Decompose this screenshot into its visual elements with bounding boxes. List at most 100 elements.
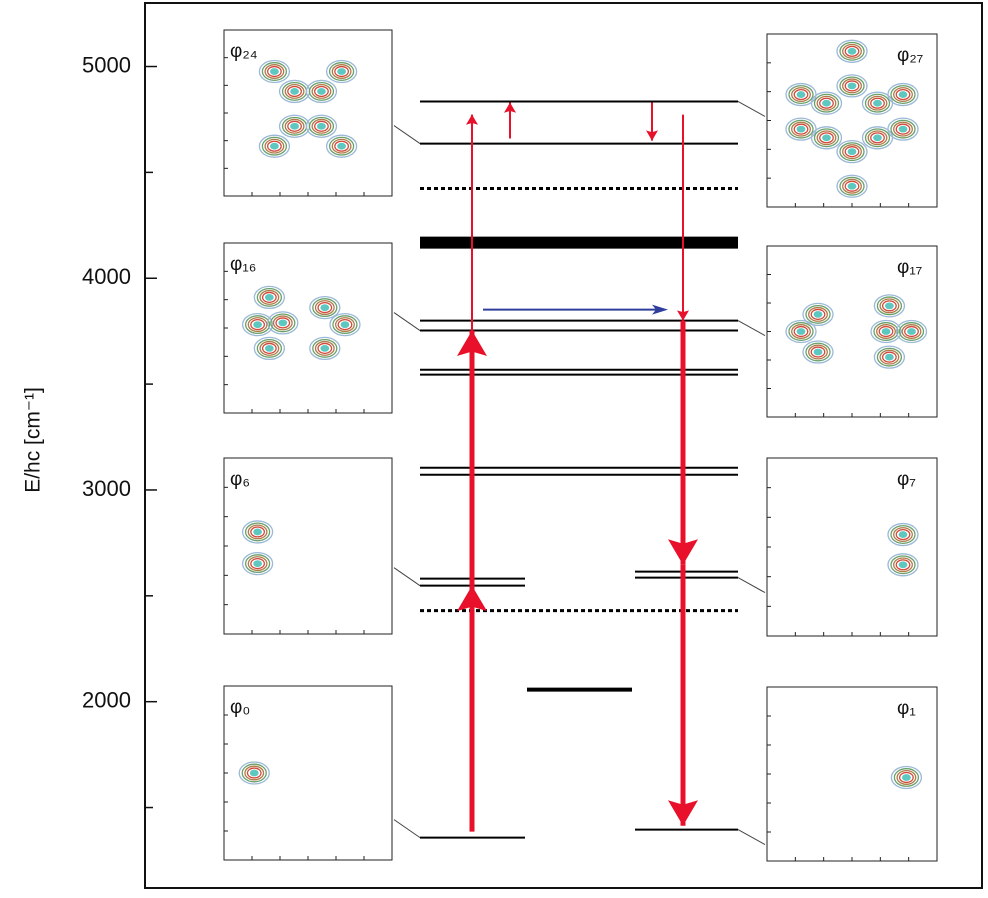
contour <box>898 531 908 538</box>
y-tick-label: 3000 <box>82 476 131 501</box>
contour <box>266 65 282 78</box>
contour <box>253 321 263 329</box>
contour <box>810 346 826 358</box>
arrow-head <box>466 114 478 125</box>
contour <box>847 47 857 55</box>
contour <box>878 325 894 338</box>
contour <box>893 87 913 103</box>
contour <box>822 99 831 107</box>
contour <box>788 322 814 341</box>
contour <box>308 116 335 136</box>
contour <box>791 324 811 339</box>
contour <box>269 68 279 75</box>
contour <box>813 128 840 148</box>
contour <box>836 39 868 63</box>
contour <box>320 344 330 352</box>
contour <box>340 321 350 329</box>
contour <box>839 176 865 196</box>
connector <box>393 312 421 331</box>
contour <box>813 310 823 318</box>
contour <box>805 304 831 324</box>
panel-label: φ₀ <box>230 697 250 718</box>
contour <box>847 82 857 90</box>
contour <box>253 336 286 361</box>
contour <box>247 556 268 572</box>
contour <box>317 88 326 95</box>
contour <box>898 322 925 341</box>
contour <box>287 120 302 132</box>
arrow-head <box>457 585 487 612</box>
contour <box>819 97 834 109</box>
contour <box>879 349 900 365</box>
contour <box>796 125 806 133</box>
contour <box>896 770 917 785</box>
contour <box>861 91 894 115</box>
connector <box>393 819 421 839</box>
arrow-head <box>646 130 658 141</box>
contour <box>332 315 358 335</box>
connector <box>393 567 421 587</box>
contour <box>793 325 809 338</box>
contour <box>331 64 352 79</box>
contour <box>895 528 911 541</box>
contour <box>899 771 914 784</box>
contour <box>309 336 341 361</box>
contour <box>791 87 811 103</box>
contour <box>264 293 274 301</box>
contour <box>836 139 868 164</box>
contour <box>895 319 928 344</box>
contour <box>314 300 335 316</box>
contour <box>261 136 288 156</box>
contour <box>334 140 350 152</box>
contour <box>325 134 358 158</box>
contour <box>893 768 920 787</box>
contour <box>890 525 916 544</box>
contour <box>264 138 285 154</box>
contour <box>810 308 826 320</box>
connector <box>737 101 766 117</box>
contour <box>808 344 828 360</box>
contour <box>261 62 288 81</box>
contour <box>253 560 263 567</box>
contour <box>847 182 857 190</box>
contour <box>793 88 809 101</box>
contour <box>246 767 262 779</box>
contour <box>788 119 814 139</box>
contour <box>890 119 916 139</box>
contour <box>864 93 891 113</box>
contour <box>876 324 896 339</box>
contour <box>870 97 885 109</box>
contour <box>870 319 902 344</box>
contour <box>314 85 329 98</box>
panel-label: φ₂₄ <box>230 41 258 62</box>
contour <box>844 45 860 57</box>
contour <box>893 557 913 573</box>
contour <box>258 59 291 84</box>
contour <box>305 79 338 104</box>
contour <box>272 315 293 331</box>
contour <box>312 338 338 358</box>
y-axis-label: E/hc [cm⁻¹] <box>22 387 45 493</box>
contour <box>309 295 341 320</box>
contour <box>328 62 355 81</box>
contour <box>890 555 916 575</box>
contour <box>337 68 347 75</box>
arrow-head <box>677 310 689 321</box>
contour <box>261 342 277 354</box>
contour <box>314 340 335 356</box>
contour <box>890 85 916 105</box>
connector <box>737 320 766 337</box>
contour <box>317 122 326 130</box>
contour <box>844 80 860 92</box>
contour <box>275 317 291 329</box>
contour <box>241 312 274 337</box>
panel <box>766 457 938 637</box>
connector <box>737 577 766 594</box>
contour <box>796 328 806 335</box>
contour <box>317 342 333 354</box>
contour <box>822 134 831 142</box>
contour <box>287 85 302 98</box>
contour <box>898 561 908 569</box>
contour <box>267 311 299 335</box>
